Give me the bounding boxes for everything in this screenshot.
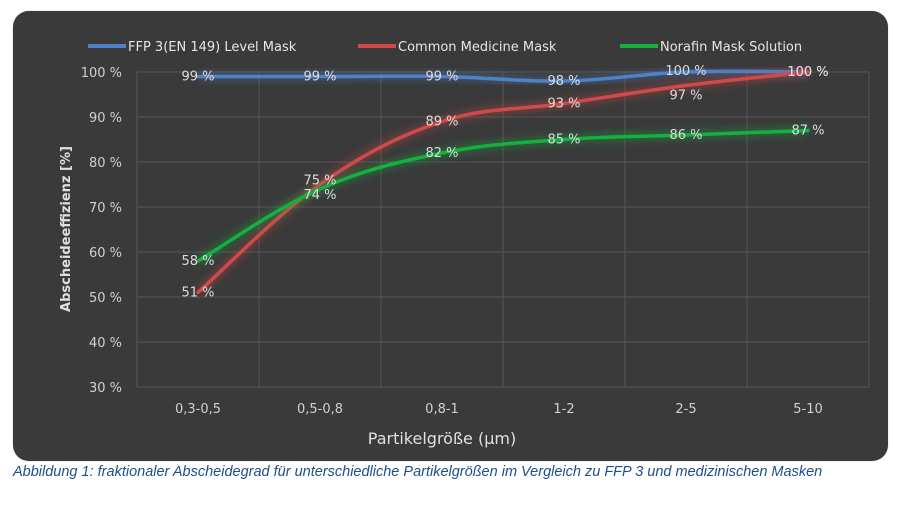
series-line-2 — [196, 128, 810, 263]
data-label: 74 % — [303, 188, 336, 203]
data-label: 85 % — [547, 133, 580, 148]
y-tick-label: 100 % — [81, 66, 122, 81]
data-label: 100 % — [665, 64, 706, 79]
x-tick-label: 5-10 — [793, 402, 823, 417]
data-label: 100 % — [787, 65, 828, 80]
y-tick-label: 30 % — [89, 381, 122, 396]
data-label: 93 % — [547, 97, 580, 112]
data-label: 100 % — [787, 65, 828, 80]
y-tick-label: 80 % — [89, 156, 122, 171]
x-tick-label: 0,8-1 — [425, 402, 459, 417]
y-tick-label: 90 % — [89, 111, 122, 126]
legend-label: Common Medicine Mask — [398, 40, 557, 55]
legend-label: FFP 3(EN 149) Level Mask — [128, 40, 297, 55]
data-label: 99 % — [425, 70, 458, 85]
data-label: 99 % — [181, 70, 214, 85]
y-axis-title: Abscheideeffizienz [%] — [59, 146, 74, 312]
data-label: 51 % — [181, 286, 214, 301]
x-axis-ticks: 0,3-0,5 0,5-0,8 0,8-1 1-2 2-5 5-10 — [175, 402, 823, 417]
y-tick-label: 70 % — [89, 201, 122, 216]
y-tick-label: 50 % — [89, 291, 122, 306]
data-label: 99 % — [303, 70, 336, 85]
chart-panel — [13, 11, 888, 461]
data-label: 98 % — [547, 74, 580, 89]
x-tick-label: 1-2 — [553, 402, 574, 417]
x-tick-label: 0,5-0,8 — [297, 402, 343, 417]
series-line-0 — [196, 69, 810, 83]
y-axis-ticks: 30 % 40 % 50 % 60 % 70 % 80 % 90 % 100 % — [81, 66, 122, 396]
data-label: 97 % — [669, 89, 702, 104]
figure-caption: Abbildung 1: fraktionaler Abscheidegrad … — [13, 464, 823, 480]
x-tick-label: 2-5 — [675, 402, 696, 417]
data-labels: 99 % 99 % 99 % 98 % 100 % 100 % 51 % 75 % 89 % 93… — [181, 64, 828, 301]
legend-label: Norafin Mask Solution — [660, 40, 802, 55]
x-axis-title: Partikelgröße (µm) — [368, 429, 516, 448]
data-label: 86 % — [669, 128, 702, 143]
series-lines — [195, 66, 810, 296]
y-tick-label: 40 % — [89, 336, 122, 351]
line-chart: 30 % 40 % 50 % 60 % 70 % 80 % 90 % 100 % 0,3-0,… — [59, 40, 870, 448]
x-tick-label: 0,3-0,5 — [175, 402, 221, 417]
legend: FFP 3(EN 149) Level Mask Common Medicine … — [88, 40, 802, 55]
data-label: 82 % — [425, 146, 458, 161]
data-label: 58 % — [181, 254, 214, 269]
y-tick-label: 60 % — [89, 246, 122, 261]
data-label: 75 % — [303, 174, 336, 189]
data-label: 89 % — [425, 115, 458, 130]
data-label: 87 % — [791, 124, 824, 139]
